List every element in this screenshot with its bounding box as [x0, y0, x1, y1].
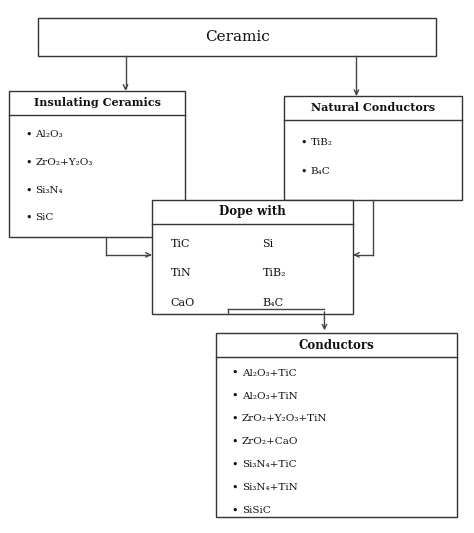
Text: CaO: CaO: [171, 298, 195, 308]
Text: Al₂O₃+TiN: Al₂O₃+TiN: [242, 392, 298, 400]
Text: •: •: [231, 368, 238, 378]
Text: Al₂O₃: Al₂O₃: [36, 131, 63, 139]
Text: •: •: [300, 167, 307, 176]
Text: •: •: [231, 483, 238, 492]
Bar: [216, 333, 457, 517]
Text: SiSiC: SiSiC: [242, 506, 271, 515]
Text: B₄C: B₄C: [263, 298, 283, 308]
Text: •: •: [231, 437, 238, 447]
Text: TiB₂: TiB₂: [263, 269, 286, 278]
Text: ZrO₂+Y₂O₃: ZrO₂+Y₂O₃: [36, 158, 93, 167]
Text: B₄C: B₄C: [310, 167, 330, 176]
Text: Si₃N₄+TiN: Si₃N₄+TiN: [242, 483, 298, 492]
Text: Conductors: Conductors: [299, 338, 374, 352]
Text: Si: Si: [263, 239, 273, 249]
Bar: [284, 96, 462, 200]
Bar: [38, 18, 436, 56]
Text: •: •: [231, 460, 238, 470]
Text: Insulating Ceramics: Insulating Ceramics: [34, 97, 161, 108]
Text: Si₃N₄+TiC: Si₃N₄+TiC: [242, 461, 296, 469]
Text: •: •: [25, 185, 32, 195]
Text: ZrO₂+CaO: ZrO₂+CaO: [242, 438, 298, 446]
Text: TiN: TiN: [171, 269, 191, 278]
Text: SiC: SiC: [36, 214, 54, 222]
Text: Dope with: Dope with: [219, 205, 286, 219]
Bar: [152, 200, 353, 314]
Text: •: •: [25, 213, 32, 223]
Text: Ceramic: Ceramic: [205, 30, 269, 44]
Text: •: •: [231, 506, 238, 515]
Text: •: •: [25, 158, 32, 167]
Text: •: •: [231, 391, 238, 401]
Text: Si₃N₄: Si₃N₄: [36, 186, 63, 195]
Text: ZrO₂+Y₂O₃+TiN: ZrO₂+Y₂O₃+TiN: [242, 415, 327, 423]
Text: Natural Conductors: Natural Conductors: [311, 102, 435, 114]
Bar: [9, 91, 185, 237]
Text: Al₂O₃+TiC: Al₂O₃+TiC: [242, 369, 296, 377]
Text: •: •: [300, 138, 307, 147]
Text: TiB₂: TiB₂: [310, 138, 332, 147]
Text: TiC: TiC: [171, 239, 190, 249]
Text: •: •: [25, 130, 32, 140]
Text: •: •: [231, 414, 238, 424]
